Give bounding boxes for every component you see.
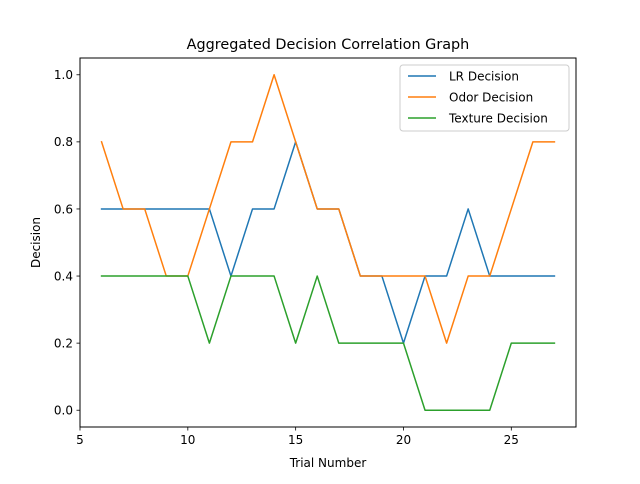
y-tick-label: 0.2 <box>54 336 73 350</box>
x-axis-label: Trial Number <box>289 456 367 470</box>
x-axis-ticks: 5 10 15 20 25 <box>76 427 519 447</box>
legend-label-lr: LR Decision <box>449 70 519 84</box>
y-axis-ticks: 0.0 0.2 0.4 0.6 0.8 1.0 <box>54 68 80 417</box>
legend-label-texture: Texture Decision <box>448 112 548 126</box>
series-line-0 <box>102 142 555 343</box>
x-tick-label: 10 <box>180 433 195 447</box>
legend: LR Decision Odor Decision Texture Decisi… <box>400 65 569 131</box>
y-tick-label: 0.6 <box>54 202 73 216</box>
y-tick-label: 1.0 <box>54 68 73 82</box>
chart-title: Aggregated Decision Correlation Graph <box>187 37 470 53</box>
y-tick-label: 0.8 <box>54 135 73 149</box>
y-tick-label: 0.4 <box>54 269 73 283</box>
series-line-2 <box>102 276 555 410</box>
y-tick-label: 0.0 <box>54 404 73 418</box>
y-axis-label: Decision <box>29 217 43 268</box>
legend-label-odor: Odor Decision <box>449 91 533 105</box>
x-tick-label: 20 <box>396 433 411 447</box>
x-tick-label: 25 <box>504 433 519 447</box>
x-tick-label: 5 <box>76 433 84 447</box>
x-tick-label: 15 <box>288 433 303 447</box>
